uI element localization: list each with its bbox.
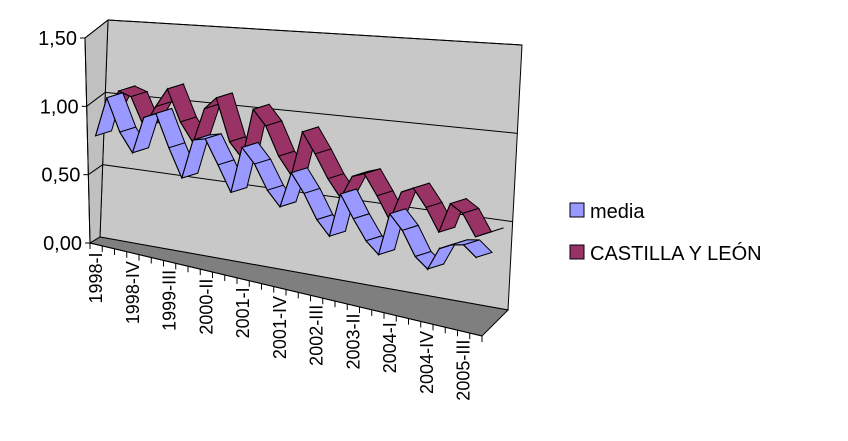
legend-swatch-castilla-y-leon (569, 244, 585, 260)
ribbon-edge-media-30 (463, 243, 477, 259)
legend-item-castilla-y-leon: CASTILLA Y LEÓN (569, 242, 762, 265)
chart-back-wall (99, 19, 523, 311)
y-tick-label: 0,50 (41, 165, 80, 187)
gridline-side-1 (88, 164, 103, 176)
legend-item-media: media (569, 201, 645, 223)
y-axis-line (84, 37, 91, 244)
x-tick-label: 2005-III (454, 340, 474, 401)
x-tick-label: 2004-IV (417, 331, 437, 394)
x-tick-label: 2000-II (196, 279, 216, 335)
legend-label-castilla-y-leon: CASTILLA Y LEÓN (590, 242, 762, 265)
legend-label-media: media (590, 201, 645, 223)
legend: media CASTILLA Y LEÓN (569, 201, 762, 265)
x-tick-label: 2004-I (380, 322, 400, 373)
gridline-side-3 (84, 19, 109, 39)
gridline-3 (107, 19, 523, 46)
x-tick-label: 1998-I (86, 252, 106, 303)
x-tick-label: 2003-II (343, 313, 363, 369)
x-tick-label: 2001-I (233, 287, 253, 338)
y-tick-label: 1,50 (38, 28, 77, 50)
legend-swatch-media (569, 202, 585, 218)
x-tick-label: 2002-III (307, 305, 327, 366)
x-tick-label: 1998-IV (123, 261, 143, 324)
series-ribbon-media (94, 92, 493, 272)
x-tick-label: 2001-IV (270, 296, 290, 359)
y-tick-label: 0,00 (43, 233, 82, 255)
gridline-side-2 (86, 91, 106, 107)
x-tick-label: 1999-III (160, 270, 180, 331)
y-tick-label: 1,00 (40, 96, 79, 118)
ribbon-edge-castilla-y-leon-30 (474, 232, 489, 238)
